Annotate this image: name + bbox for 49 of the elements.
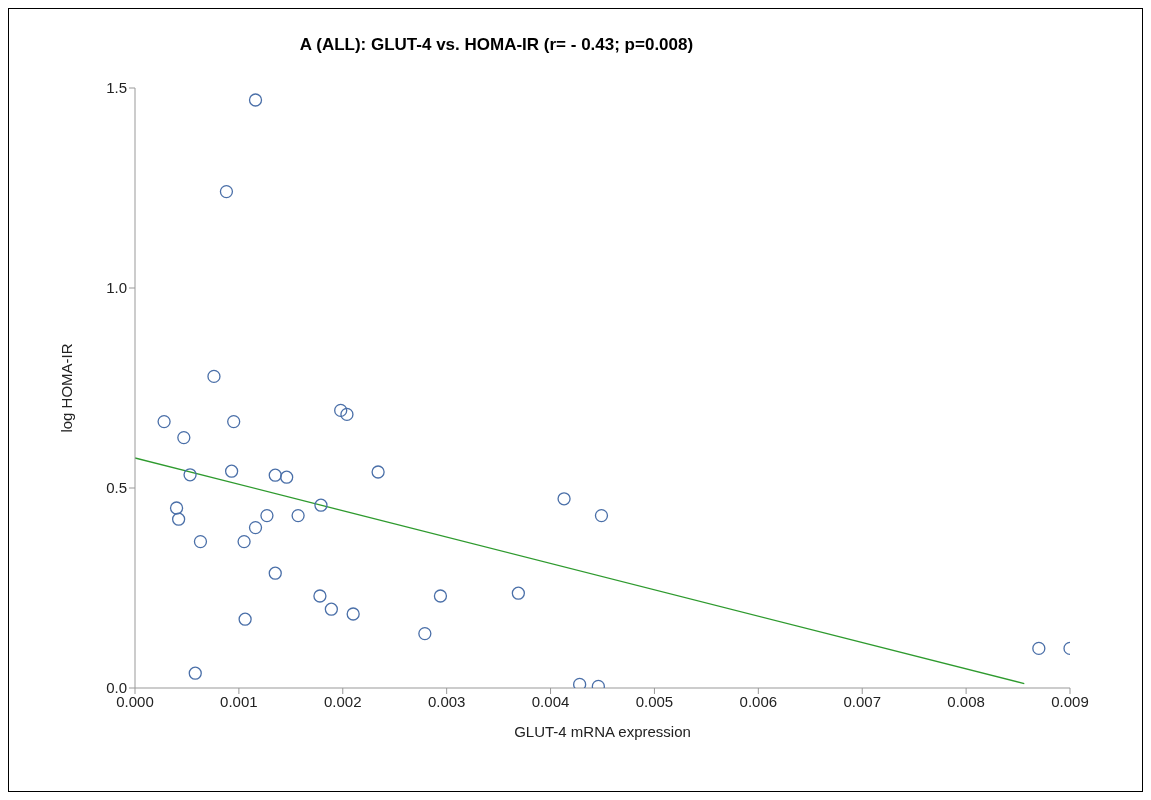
point xyxy=(418,626,432,641)
point xyxy=(248,520,263,535)
point xyxy=(511,586,525,600)
point xyxy=(280,470,294,484)
x-tick-label: 0.008 xyxy=(947,692,985,710)
point xyxy=(188,666,202,680)
point xyxy=(268,468,282,482)
point xyxy=(334,403,348,418)
x-tick-label: 0.003 xyxy=(427,692,466,710)
y-tick-label: 1.5 xyxy=(106,79,127,97)
point xyxy=(193,534,208,549)
point xyxy=(157,414,171,429)
point xyxy=(171,512,186,526)
point xyxy=(594,508,609,523)
x-tick-label: 0.002 xyxy=(324,692,362,710)
point xyxy=(219,184,234,199)
point xyxy=(237,534,251,549)
chart-title: A (ALL): GLUT-4 vs. HOMA-IR (r= - 0.43; p=0.008) xyxy=(298,35,695,55)
point xyxy=(557,492,571,506)
point xyxy=(313,589,327,603)
point xyxy=(183,468,197,482)
point xyxy=(169,501,184,515)
point xyxy=(238,612,252,626)
point xyxy=(260,508,274,523)
point xyxy=(346,607,360,621)
x-tick-label: 0.005 xyxy=(635,692,674,710)
point xyxy=(1032,641,1046,656)
y-tick-label: 0.5 xyxy=(106,479,127,497)
point xyxy=(177,430,191,445)
point xyxy=(248,93,263,107)
x-tick-label: 0.007 xyxy=(843,692,881,710)
point xyxy=(224,464,239,478)
point xyxy=(227,414,241,429)
x-tick-label: 0.001 xyxy=(220,692,258,710)
x-axis-title: GLUT-4 mRNA expression xyxy=(514,723,691,740)
point xyxy=(314,498,328,512)
y-axis-title: log HOMA-IR xyxy=(58,343,76,433)
point xyxy=(340,407,354,422)
point xyxy=(433,589,448,603)
point xyxy=(291,508,305,523)
x-tick-label: 0.009 xyxy=(1051,692,1089,710)
point xyxy=(371,465,385,479)
point xyxy=(572,677,587,688)
y-tick-label: 1.0 xyxy=(106,279,127,297)
x-tick-label: 0.006 xyxy=(739,692,778,710)
point xyxy=(324,602,338,616)
x-tick-label: 0.004 xyxy=(531,692,570,710)
point xyxy=(207,369,221,384)
point xyxy=(268,566,282,580)
